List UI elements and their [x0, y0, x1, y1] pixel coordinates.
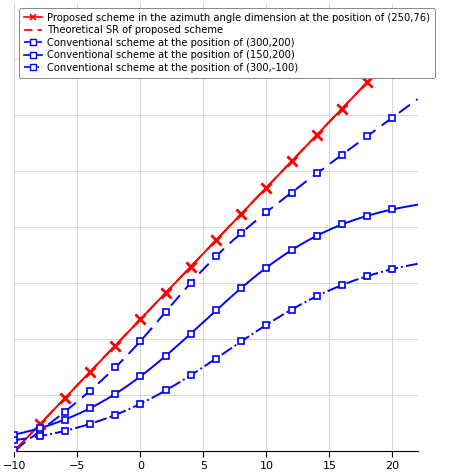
Legend: Proposed scheme in the azimuth angle dimension at the position of (250,76), Theo: Proposed scheme in the azimuth angle dim…	[19, 8, 436, 78]
